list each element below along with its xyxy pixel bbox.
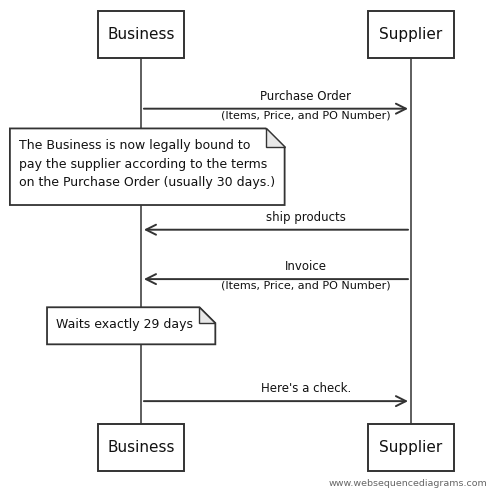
- Text: The Business is now legally bound to
pay the supplier according to the terms
on : The Business is now legally bound to pay…: [19, 139, 275, 189]
- Text: www.websequencediagrams.com: www.websequencediagrams.com: [329, 479, 488, 488]
- Text: Here's a check.: Here's a check.: [260, 382, 351, 395]
- Bar: [367, 11, 454, 58]
- Text: Purchase Order: Purchase Order: [260, 90, 351, 103]
- Text: Business: Business: [107, 440, 175, 454]
- Text: Invoice: Invoice: [285, 260, 327, 273]
- Bar: [367, 424, 454, 470]
- Text: Waits exactly 29 days: Waits exactly 29 days: [56, 318, 193, 331]
- Text: ship products: ship products: [266, 211, 346, 224]
- Text: (Items, Price, and PO Number): (Items, Price, and PO Number): [221, 281, 391, 291]
- Polygon shape: [199, 307, 215, 323]
- Polygon shape: [47, 307, 215, 344]
- Text: (Items, Price, and PO Number): (Items, Price, and PO Number): [221, 111, 391, 121]
- Text: Supplier: Supplier: [379, 27, 443, 42]
- Polygon shape: [10, 128, 285, 205]
- Polygon shape: [266, 128, 285, 147]
- Text: Business: Business: [107, 27, 175, 42]
- Bar: [98, 424, 184, 470]
- Text: Supplier: Supplier: [379, 440, 443, 454]
- Bar: [98, 11, 184, 58]
